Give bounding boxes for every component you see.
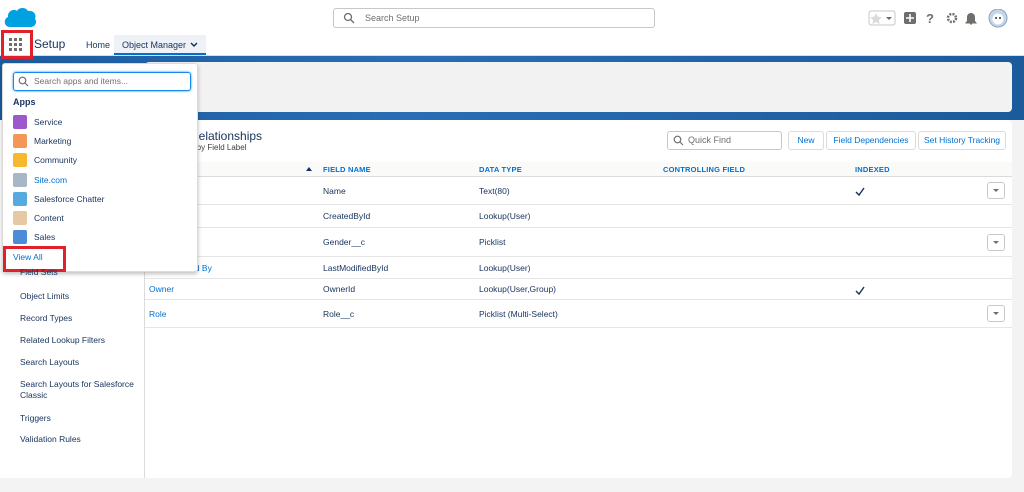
panel-subtitle: d by Field Label [190, 143, 247, 152]
sidebar-item[interactable]: Validation Rules [20, 434, 81, 444]
table-row: CreatedById Lookup(User) [145, 205, 1012, 228]
app-icon [13, 230, 27, 245]
data-type: Lookup(User) [479, 263, 531, 273]
app-name: Service [34, 117, 63, 127]
sidebar-item[interactable]: Field Sets [20, 267, 58, 277]
button[interactable]: Field Dependencies [826, 131, 916, 150]
svg-text:?: ? [926, 11, 934, 26]
app-item[interactable]: Sales [13, 230, 183, 246]
column-header[interactable]: INDEXED [855, 165, 890, 174]
chevron [190, 42, 198, 48]
button[interactable]: Set History Tracking [918, 131, 1006, 150]
app-icon [13, 115, 27, 129]
data-type: Text(80) [479, 186, 510, 196]
nav-bar [0, 35, 1024, 56]
column-header[interactable]: FIELD NAME [323, 165, 371, 174]
panel-title: Relationships [190, 129, 263, 143]
grid-icon [9, 38, 22, 51]
app-name: Sales [34, 232, 56, 243]
tab[interactable]: Home [86, 40, 111, 50]
app-item[interactable]: Site.com [13, 172, 183, 189]
sidebar-item[interactable]: Related Lookup Filters [20, 335, 106, 345]
app-item[interactable]: Marketing [13, 134, 183, 150]
app-launcher: Search apps and items... Apps Service Mar… [2, 63, 198, 272]
logo[interactable] [2, 5, 38, 31]
table-row: Name Text(80) [145, 177, 1012, 205]
top-bar: Search Setup ? [0, 0, 1024, 35]
app-item[interactable]: Salesforce Chatter [13, 191, 183, 208]
data-type: Lookup(User) [479, 211, 531, 221]
tab-label: Object Manager [122, 40, 187, 50]
object-header [145, 62, 1012, 112]
field-name: CreatedById [323, 211, 371, 221]
app-icon [13, 172, 27, 187]
table-row: Role Role__c Picklist (Multi-Select) [145, 300, 1012, 328]
apps-heading: Apps [13, 97, 36, 107]
app-item[interactable]: Community [13, 153, 183, 169]
sidebar-item[interactable]: Search Layouts for Salesforce Classic [20, 379, 134, 400]
field-name: Role__c [323, 309, 355, 319]
app-name: Salesforce Chatter [34, 193, 105, 204]
view-all[interactable]: View All [13, 252, 43, 262]
field-name: OwnerId [323, 284, 356, 294]
launcher-search[interactable]: Search apps and items... [13, 72, 191, 91]
button[interactable]: New [788, 131, 824, 150]
sidebar-item[interactable]: Triggers [20, 413, 51, 423]
highlight [3, 246, 66, 272]
sidebar-item[interactable]: Record Types [20, 313, 73, 323]
header-icons[interactable]: ? [868, 9, 1018, 29]
table-row: Last Modified ByLastModifiedByIdLookup(U… [145, 257, 1012, 279]
app-name: Setup [34, 37, 66, 51]
column-header[interactable]: DATA TYPE [479, 165, 522, 174]
chevron [993, 312, 999, 315]
app-name: Community [34, 155, 77, 166]
app-icon [13, 211, 27, 225]
table-header [145, 162, 1012, 177]
table-row: Owner OwnerId Lookup(User,Group) [145, 279, 1012, 300]
chevron [993, 240, 999, 244]
app-item[interactable]: Service [13, 115, 183, 131]
row-menu[interactable] [987, 182, 1005, 199]
app-icon [13, 191, 27, 206]
indexed-check [855, 286, 865, 295]
field-name: Name [323, 186, 346, 196]
chevron [993, 189, 999, 192]
field-label[interactable]: Role [149, 309, 167, 319]
sidebar-item[interactable]: Object Limits [20, 291, 70, 301]
search-icon [673, 135, 684, 146]
data-type: Picklist (Multi-Select) [479, 309, 558, 319]
quick-find[interactable]: Quick Find [667, 131, 782, 150]
search-icon [18, 76, 29, 87]
app-icon [13, 153, 27, 168]
app-name: Content [34, 213, 64, 223]
app-name: Site.com [34, 174, 68, 185]
row-menu[interactable] [987, 233, 1005, 251]
search-setup[interactable]: Search Setup [333, 8, 655, 28]
data-type: Lookup(User,Group) [479, 284, 557, 294]
field-name: Gender__c [323, 237, 366, 247]
table-row: Gender__c Picklist [145, 228, 1012, 257]
column-header[interactable]: CONTROLLING FIELD [663, 165, 746, 174]
app-name: Marketing [34, 136, 72, 147]
data-type: Picklist [479, 237, 506, 247]
app-icon [13, 134, 27, 149]
field-label[interactable]: Owner [149, 284, 175, 294]
field-name: LastModifiedById [323, 263, 389, 273]
sidebar-item[interactable]: Search Layouts [20, 357, 80, 367]
search-icon [343, 12, 355, 24]
tab-active[interactable]: Object Manager [114, 35, 206, 55]
app-item[interactable]: Content [13, 211, 183, 227]
row-menu[interactable] [987, 305, 1005, 322]
sort-arrow[interactable] [305, 166, 313, 172]
app-launcher-button[interactable] [1, 30, 33, 59]
indexed-check [855, 187, 865, 197]
